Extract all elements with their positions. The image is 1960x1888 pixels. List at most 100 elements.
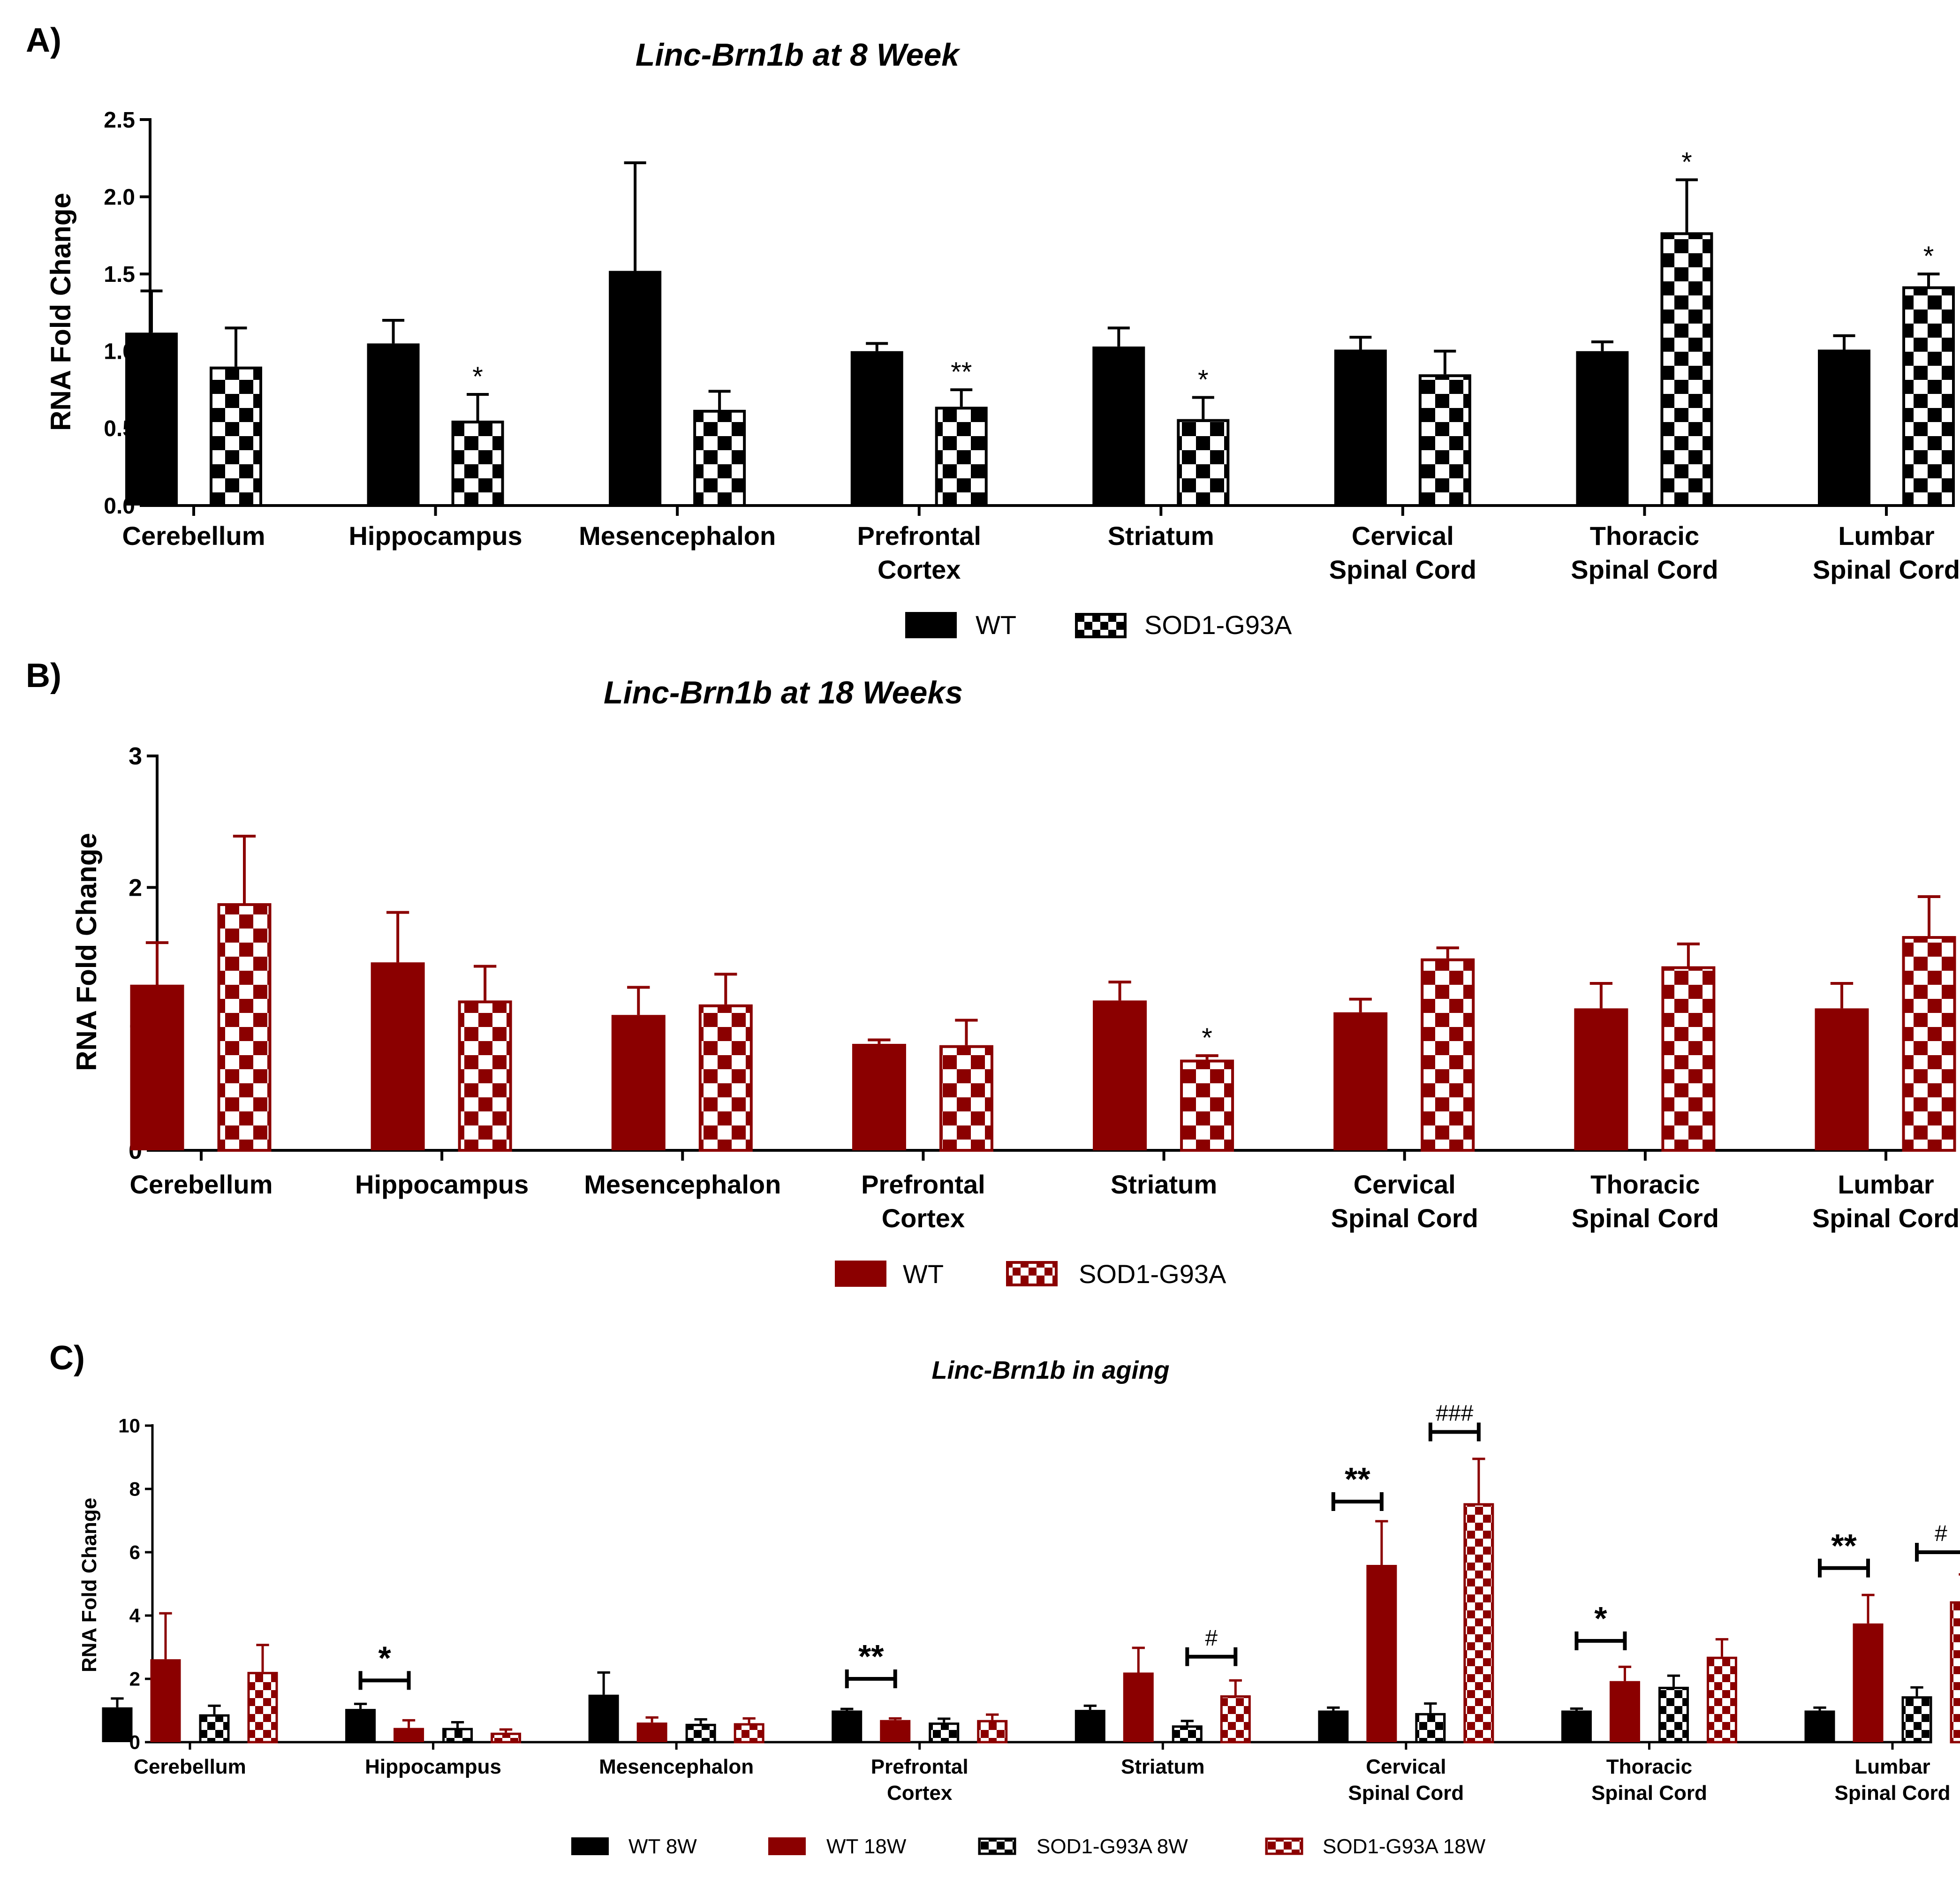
bar <box>588 1694 619 1742</box>
significance-bracket-label: ** <box>1831 1527 1857 1564</box>
legend-swatch-wt <box>835 1261 886 1287</box>
bar <box>1660 232 1713 507</box>
category-label: Spinal Cord <box>1331 1203 1478 1233</box>
bar <box>371 962 425 1150</box>
legend-swatch-sod1-g93a-8w <box>978 1837 1016 1855</box>
category-label: Cortex <box>887 1782 953 1805</box>
category-label: Cerebellum <box>130 1170 273 1199</box>
panel-a-chart: A) Linc-Brn1b at 8 Week RNA Fold Change … <box>26 22 1960 640</box>
panel-b-chart: B) Linc-Brn1b at 18 Weeks RNA Fold Chang… <box>26 657 1960 1289</box>
bar <box>929 1722 960 1744</box>
category-label: Thoracic <box>1590 1170 1700 1199</box>
bar <box>1366 1565 1397 1742</box>
bar <box>1463 1503 1494 1744</box>
category-label: Lumbar <box>1854 1755 1930 1778</box>
category-label: Lumbar <box>1838 521 1934 551</box>
bar <box>850 351 903 506</box>
y-tick-label: 6 <box>129 1541 140 1563</box>
category-label: Cerebellum <box>122 521 265 551</box>
bar <box>609 271 662 506</box>
category-label: Mesencephalon <box>579 521 776 551</box>
legend-label-sod1-g93a: SOD1-G93A <box>1079 1259 1226 1289</box>
legend-swatch-wt-8w <box>571 1837 609 1855</box>
bar <box>1123 1672 1154 1742</box>
bar <box>491 1732 522 1744</box>
y-tick-label: 1.5 <box>104 262 135 287</box>
bar <box>247 1672 278 1744</box>
bar <box>935 407 988 507</box>
bar <box>1576 351 1629 506</box>
panel-c-chart: C) Linc-Brn1b in aging RNA Fold Change 0… <box>49 1339 1960 1858</box>
y-tick-label: 3 <box>129 743 142 770</box>
bar <box>1950 1601 1960 1744</box>
panel-a-legend: WT SOD1-G93A <box>905 610 1292 640</box>
significance-bracket-label: ### <box>1436 1401 1473 1426</box>
legend-swatch-sod1-g93a <box>1075 613 1127 638</box>
category-label: Prefrontal <box>857 521 981 551</box>
bar <box>394 1728 424 1742</box>
bar <box>150 1659 181 1742</box>
legend-swatch-wt <box>905 612 957 638</box>
bar <box>1609 1681 1640 1742</box>
significance-bracket-label: ** <box>1345 1461 1370 1497</box>
significance-marker: ** <box>951 357 972 387</box>
panel-b-legend: WT SOD1-G93A <box>835 1259 1226 1289</box>
significance-bracket-label: * <box>1594 1600 1607 1637</box>
bar <box>1561 1710 1592 1742</box>
bar <box>451 420 504 507</box>
bar <box>977 1720 1008 1744</box>
legend-swatch-sod1-g93a <box>1006 1261 1058 1286</box>
category-label: Hippocampus <box>365 1755 501 1778</box>
bar <box>1172 1725 1203 1744</box>
bar <box>345 1709 376 1742</box>
panel-a-letter: A) <box>26 22 61 59</box>
bar <box>852 1043 906 1150</box>
bar <box>1853 1623 1884 1742</box>
bar <box>1177 419 1230 507</box>
category-label: Spinal Cord <box>1348 1782 1464 1805</box>
category-label: Hippocampus <box>348 521 522 551</box>
category-label: Prefrontal <box>871 1755 969 1778</box>
legend-label-sod1-g93a-8w: SOD1-G93A 8W <box>1037 1835 1188 1858</box>
panel-b-letter: B) <box>26 657 61 695</box>
category-label: Cervical <box>1354 1170 1456 1199</box>
significance-bracket-label: # <box>1935 1521 1947 1546</box>
bar <box>1902 936 1956 1152</box>
category-label: Hippocampus <box>355 1170 529 1199</box>
bar <box>102 1707 133 1742</box>
y-tick-label: 2.0 <box>104 185 135 210</box>
bar <box>1318 1710 1349 1742</box>
legend-label-wt-8w: WT 8W <box>628 1835 697 1858</box>
category-label: Spinal Cord <box>1812 1203 1960 1233</box>
panel-a-title: Linc-Brn1b at 8 Week <box>636 37 961 73</box>
legend-label-wt: WT <box>976 610 1016 640</box>
category-label: Spinal Cord <box>1329 555 1476 584</box>
bar <box>880 1720 911 1742</box>
category-label: Striatum <box>1121 1755 1204 1778</box>
legend-swatch-sod1-g93a-18w <box>1265 1837 1303 1855</box>
bar <box>693 409 746 507</box>
bar <box>939 1045 993 1152</box>
category-label: Prefrontal <box>861 1170 985 1199</box>
bar <box>210 366 262 507</box>
bar <box>1661 966 1716 1152</box>
bar <box>458 1000 512 1152</box>
category-label: Striatum <box>1108 521 1214 551</box>
category-label: Cerebellum <box>134 1755 246 1778</box>
y-tick-label: 2 <box>129 875 142 902</box>
category-label: Spinal Cord <box>1813 555 1960 584</box>
y-tick-label: 8 <box>129 1478 140 1500</box>
significance-marker: * <box>1198 365 1209 395</box>
y-tick-label: 10 <box>118 1415 140 1437</box>
bar <box>367 343 420 506</box>
bar <box>199 1714 230 1744</box>
bar <box>1334 349 1387 506</box>
significance-marker: * <box>1202 1023 1212 1053</box>
bar <box>1421 958 1475 1152</box>
category-label: Mesencephalon <box>584 1170 781 1199</box>
category-label: Striatum <box>1111 1170 1217 1199</box>
category-label: Thoracic <box>1606 1755 1692 1778</box>
